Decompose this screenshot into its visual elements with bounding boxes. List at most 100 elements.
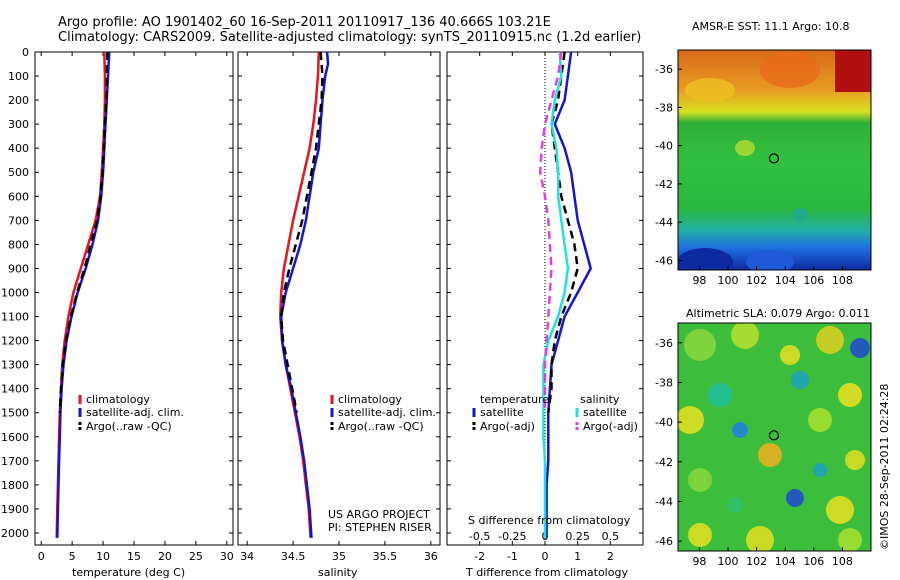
map-x-tick-label: 106 [803,274,824,287]
y-tick-label: 600 [8,190,29,203]
sla-anomaly-patch [731,323,759,349]
legend-sal-argo: Argo(..raw -QC) [338,420,424,433]
sla-anomaly-patch [850,338,870,358]
x-tick-label: 30 [220,550,234,563]
series-temperature-argo-adj- [547,51,579,413]
sst-cool-patch [746,250,794,270]
map-y-tick-label: -42 [655,178,673,191]
map-y-tick-label: -46 [655,254,673,267]
legend-diff-temperature-title: temperature [480,393,550,406]
y-tick-label: 400 [8,142,29,155]
sla-anomaly-patch [791,371,809,389]
map-x-tick-label: 100 [718,555,739,568]
sla-anomaly-patch [688,523,712,547]
y-tick-label: 1700 [1,455,29,468]
series-argo-raw-qc- [58,51,109,413]
map-y-tick-label: -44 [655,216,673,229]
sla-anomaly-patch [826,496,854,524]
y-tick-label: 1200 [1,335,29,348]
sla-anomaly-patch [813,463,827,477]
map-x-tick-label: 108 [832,274,853,287]
sla-anomaly-patch [838,528,862,551]
map-y-tick-label: -40 [655,140,673,153]
legend-diff-salinity-title: salinity [580,393,620,406]
sla_map-field [678,323,871,551]
legend-diff-t-satellite: satellite [480,406,524,419]
map-y-tick-label: -44 [655,495,673,508]
sst-warm-patch [685,78,735,102]
legend-diff-s-argo: Argo(-adj) [583,420,638,433]
legend-temp-argo: Argo(..raw -QC) [86,420,172,433]
x-tick-label: -1 [507,550,518,563]
legend-diff-t-argo: Argo(-adj) [480,420,535,433]
sst-map-title: AMSR-E SST: 11.1 Argo: 10.8 [692,20,850,33]
y-tick-label: 200 [8,94,29,107]
sla_map-panel: 98 100 102 104 106 108 -36 -38 -40 -42 -44 -46 [655,322,872,568]
sst-cool-patch [678,248,733,270]
sla-anomaly-patch [845,450,865,470]
map-frame [677,322,872,552]
map-x-tick-label: 104 [775,274,796,287]
x-tick-label: 10 [96,550,110,563]
sla-anomaly-patch [727,497,743,513]
argo-float-marker [768,430,780,441]
map-frame [677,49,872,271]
map-y-tick-label: -46 [655,535,673,548]
profile-panel-temperature: 0100200300400500600700800900100011001200… [1,46,234,563]
y-tick-label: 700 [8,214,29,227]
argo-float-marker [768,153,780,164]
sst_map-field [678,50,871,270]
s-tick-label: -0.5 [469,530,490,543]
y-tick-label: 100 [8,70,29,83]
series-salinity-satellite [542,51,570,538]
series-temperature-satellite [545,51,592,538]
sla-anomaly-patch [708,383,732,407]
legend-temp-satellite: satellite-adj. clim. [86,406,184,419]
y-tick-label: 0 [22,46,29,59]
figure-title-line1: Argo profile: AO 1901402_60 16-Sep-2011 … [58,15,551,30]
project-label: US ARGO PROJECT [328,508,430,521]
profile-panel-differences: -2 -1 0 1 2-0.5 -0.25 0 0.25 0.5 [446,51,644,563]
x-tick-label: 0 [542,550,549,563]
series-satellite-adj-clim- [56,51,111,538]
sla-anomaly-patch [678,406,704,434]
y-tick-label: 1600 [1,431,29,444]
sla-anomaly-patch [684,329,716,361]
s-tick-label: -0.25 [498,530,526,543]
map-x-tick-label: 102 [746,555,767,568]
y-tick-label: 900 [8,262,29,275]
x-tick-label: 34 [240,550,254,563]
series-satellite-adj-clim- [279,51,330,538]
sst_map-panel: 98 100 102 104 106 108 -36 -38 -40 -42 -44 -46 [655,49,872,287]
legend-temp-climatology: climatology [86,393,150,406]
sla-anomaly-patch [780,345,800,365]
sla-anomaly-patch [786,489,804,507]
series-salinity-argo-adj- [538,51,563,413]
x-tick-label: 1 [574,550,581,563]
t-difference-xlabel: T difference from climatology [466,566,628,579]
x-tick-label: 20 [158,550,172,563]
map-x-tick-label: 108 [832,555,853,568]
map-x-tick-label: 106 [803,555,824,568]
x-tick-label: 25 [189,550,203,563]
s-tick-label: 0.5 [602,530,620,543]
map-x-tick-label: 100 [718,274,739,287]
sst-warm-patch [735,140,755,156]
sla-anomaly-patch [688,468,712,492]
map-x-tick-label: 104 [775,555,796,568]
sla-anomaly-patch [808,408,832,432]
temperature-xlabel: temperature (deg C) [72,566,186,579]
sla-map-title: Altimetric SLA: 0.079 Argo: 0.011 [686,307,871,320]
salinity-xlabel: salinity [318,566,358,579]
x-tick-label: 35.5 [373,550,398,563]
x-tick-label: 15 [127,550,141,563]
legend-diff-s-satellite: satellite [583,406,627,419]
series-climatology [55,51,107,538]
figure-title-line2: Climatology: CARS2009. Satellite-adjuste… [58,30,642,45]
y-tick-label: 1800 [1,479,29,492]
sla-anomaly-patch [816,326,844,354]
sla-anomaly-patch [838,383,862,407]
x-tick-label: 35 [332,550,346,563]
map-y-tick-label: -38 [655,101,673,114]
